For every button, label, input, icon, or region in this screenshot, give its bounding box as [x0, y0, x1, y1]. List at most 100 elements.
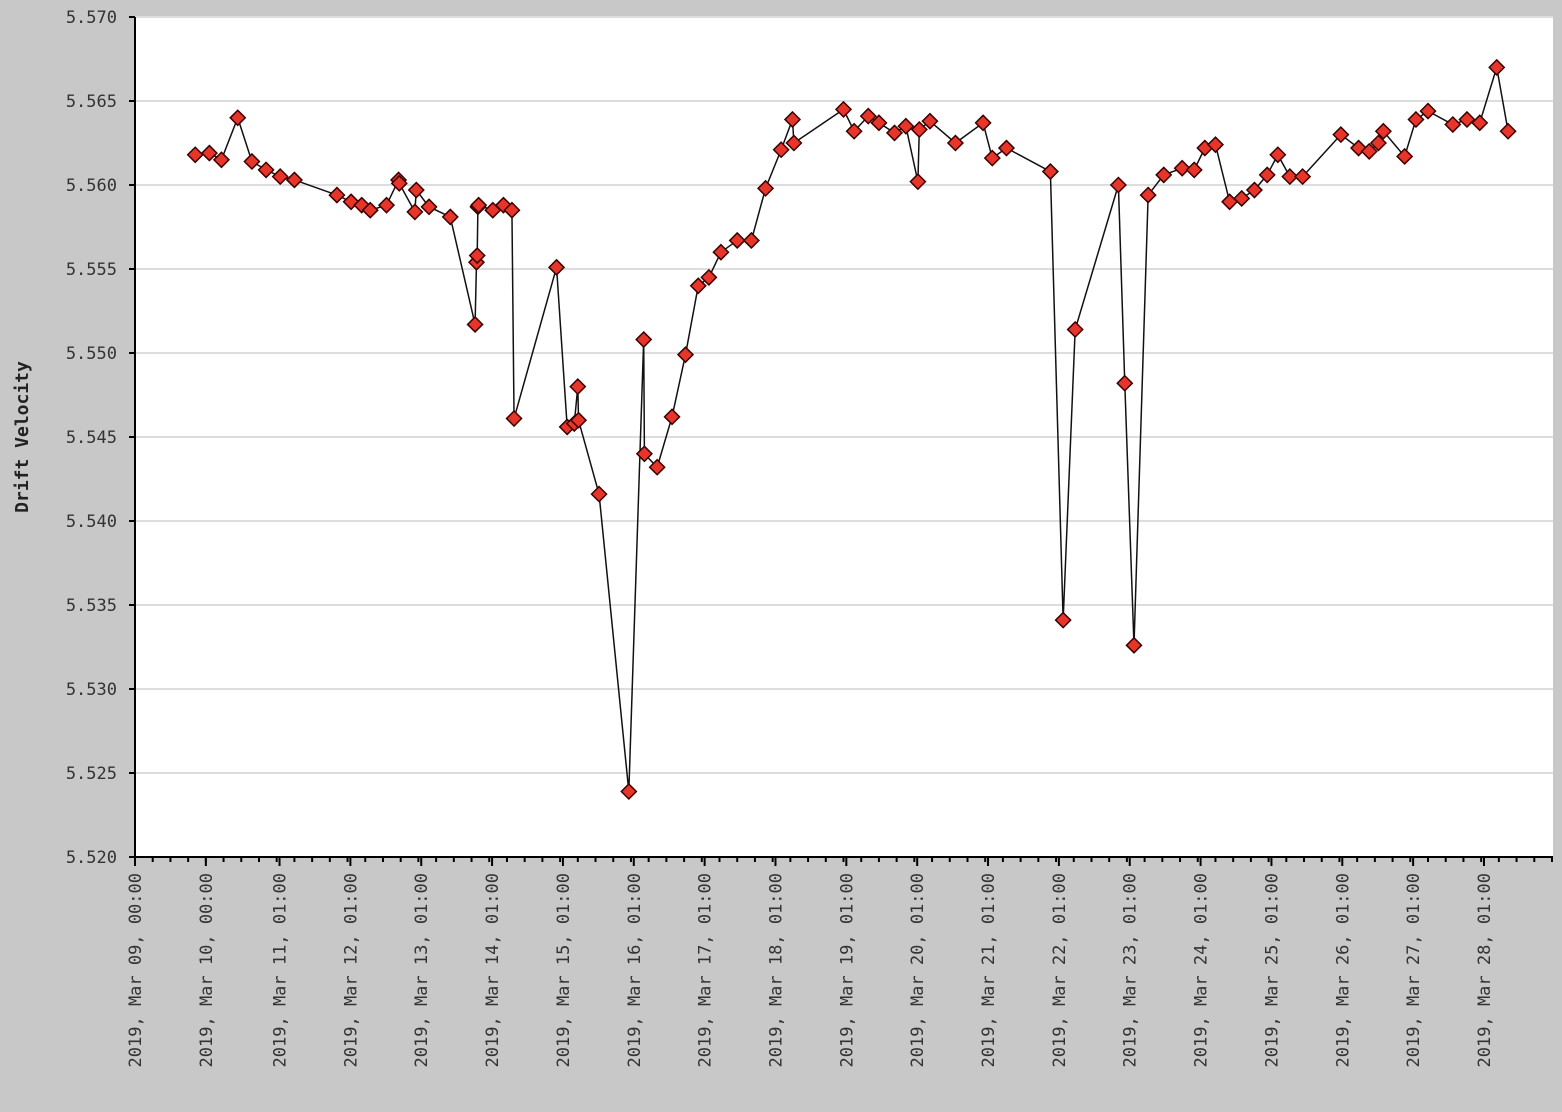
x-tick-label: 2019, Mar 17, 01:00 [696, 873, 716, 1067]
data-point [569, 378, 587, 396]
y-tick-label: 5.555 [66, 260, 117, 280]
x-tick-label: 2019, Mar 11, 01:00 [271, 873, 291, 1067]
y-tick-label: 5.550 [66, 344, 117, 364]
series-polyline [195, 67, 1509, 792]
data-point [1041, 162, 1059, 181]
data-point [689, 277, 707, 295]
data-point [200, 144, 218, 162]
data-point [229, 109, 247, 127]
data-point [921, 112, 939, 130]
data-point [897, 117, 915, 135]
data-point [728, 231, 746, 250]
y-tick-label: 5.535 [66, 596, 117, 616]
data-point [466, 315, 484, 334]
data-point [1125, 636, 1143, 654]
data-point [407, 181, 425, 199]
x-tick-label: 2019, Mar 24, 01:00 [1192, 873, 1212, 1067]
data-point [1054, 611, 1072, 629]
x-tick-label: 2019, Mar 14, 01:00 [483, 873, 503, 1067]
data-point [946, 134, 965, 152]
data-point [1281, 168, 1299, 186]
data-point [712, 243, 730, 261]
data-point [590, 485, 608, 503]
x-tick-label: 2019, Mar 19, 01:00 [837, 873, 857, 1067]
data-point [757, 179, 775, 197]
data-point [1332, 126, 1350, 144]
x-tick-label: 2019, Mar 12, 01:00 [341, 873, 361, 1067]
x-tick-label: 2019, Mar 27, 01:00 [1404, 873, 1424, 1067]
data-point [420, 198, 438, 216]
x-tick-label: 2019, Mar 15, 01:00 [554, 873, 574, 1067]
data-point [1139, 186, 1157, 204]
x-tick-labels: 2019, Mar 09, 00:00 2019, Mar 10, 00:00 20… [126, 857, 1553, 1067]
data-point [983, 149, 1001, 167]
data-point [997, 139, 1016, 157]
x-tick-label: 2019, Mar 18, 01:00 [766, 873, 786, 1067]
y-tick-label: 5.520 [66, 848, 117, 868]
data-point [505, 409, 523, 428]
data-points [186, 58, 1517, 801]
data-point [1294, 168, 1312, 186]
data-point [1396, 147, 1414, 166]
data-point [1233, 189, 1251, 208]
data-point [1258, 166, 1276, 184]
data-point [1374, 122, 1392, 140]
data-point [783, 110, 802, 129]
data-point [974, 114, 992, 132]
x-tick-label: 2019, Mar 23, 01:00 [1121, 873, 1141, 1067]
y-tick-labels: 5.520 5.525 5.530 5.535 5.540 5.545 5.550 5.555… [66, 8, 135, 868]
x-tick-label: 2019, Mar 22, 01:00 [1050, 873, 1070, 1067]
data-point [1444, 115, 1462, 134]
data-point [909, 173, 927, 191]
data-point [271, 168, 289, 186]
x-tick-label: 2019, Mar 20, 01:00 [908, 873, 928, 1067]
y-tick-label: 5.560 [66, 176, 117, 196]
data-point [1458, 110, 1476, 129]
y-tick-label: 5.530 [66, 680, 117, 700]
data-point [1066, 320, 1084, 339]
data-point [663, 408, 681, 426]
data-point [1419, 102, 1437, 120]
data-point [772, 141, 790, 159]
data-point [1407, 110, 1425, 129]
series-line [195, 67, 1509, 792]
x-tick-label: 2019, Mar 25, 01:00 [1262, 873, 1282, 1067]
data-point [441, 208, 459, 226]
data-point [676, 346, 695, 364]
data-point [1185, 161, 1203, 179]
data-point [1269, 146, 1287, 164]
data-point [859, 107, 877, 125]
data-point [406, 203, 424, 221]
y-tick-label: 5.570 [66, 8, 117, 28]
data-point [468, 246, 486, 265]
y-tick-label: 5.565 [66, 92, 117, 112]
data-point [1155, 166, 1173, 184]
data-point [361, 201, 379, 219]
x-tick-label: 2019, Mar 28, 01:00 [1475, 873, 1495, 1067]
data-point [186, 146, 204, 164]
data-point [845, 122, 863, 140]
data-point [635, 330, 653, 349]
data-point [547, 258, 566, 276]
y-tick-label: 5.545 [66, 428, 117, 448]
data-point [1369, 134, 1387, 152]
data-point [257, 161, 275, 179]
data-point [1471, 114, 1489, 132]
data-point [870, 114, 888, 132]
data-point [470, 196, 488, 214]
data-point [1173, 159, 1191, 177]
data-point [243, 152, 261, 171]
data-point [1499, 122, 1517, 140]
data-point [503, 201, 521, 219]
data-point [1488, 58, 1506, 76]
data-point [910, 120, 928, 139]
grid-lines [135, 16, 1553, 774]
y-axis-label: Drift Velocity [12, 361, 33, 513]
data-point [700, 268, 718, 286]
x-tick-label: 2019, Mar 16, 01:00 [625, 873, 645, 1067]
x-tick-label: 2019, Mar 09, 00:00 [126, 873, 146, 1067]
y-tick-label: 5.525 [66, 764, 117, 784]
data-point [635, 445, 653, 463]
data-point [742, 231, 760, 250]
